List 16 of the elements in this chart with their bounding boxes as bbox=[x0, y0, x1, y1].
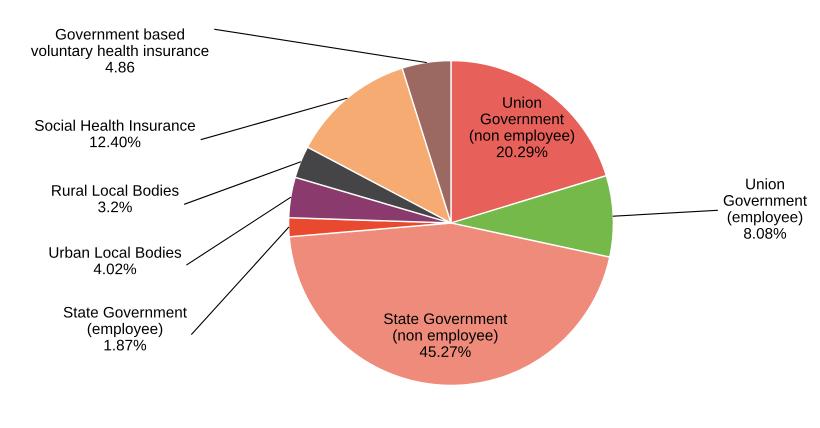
data-label: 20.29% bbox=[496, 146, 548, 158]
slice-label: Union Government (employee) bbox=[724, 178, 807, 226]
data-label: 1.87% bbox=[104, 340, 146, 351]
data-label: 8.08% bbox=[744, 228, 786, 239]
slice-label: State Government (employee) bbox=[64, 306, 187, 338]
slice-label: State Government (non employee) bbox=[384, 313, 508, 344]
slice-label: Government based voluntary health insurance bbox=[30, 28, 209, 60]
data-label: 4.86 bbox=[105, 62, 134, 73]
slice-label: Union Government (non employee) bbox=[470, 96, 574, 144]
data-label: 4.02% bbox=[94, 264, 136, 274]
data-label: 45.27% bbox=[420, 346, 471, 358]
slice-label: Urban Local Bodies bbox=[50, 246, 182, 258]
slice-label: Rural Local Bodies bbox=[52, 184, 179, 196]
data-label: 3.2% bbox=[98, 202, 132, 212]
slice-label: Social Health Insurance bbox=[35, 120, 196, 131]
data-label: 12.40% bbox=[90, 136, 140, 148]
